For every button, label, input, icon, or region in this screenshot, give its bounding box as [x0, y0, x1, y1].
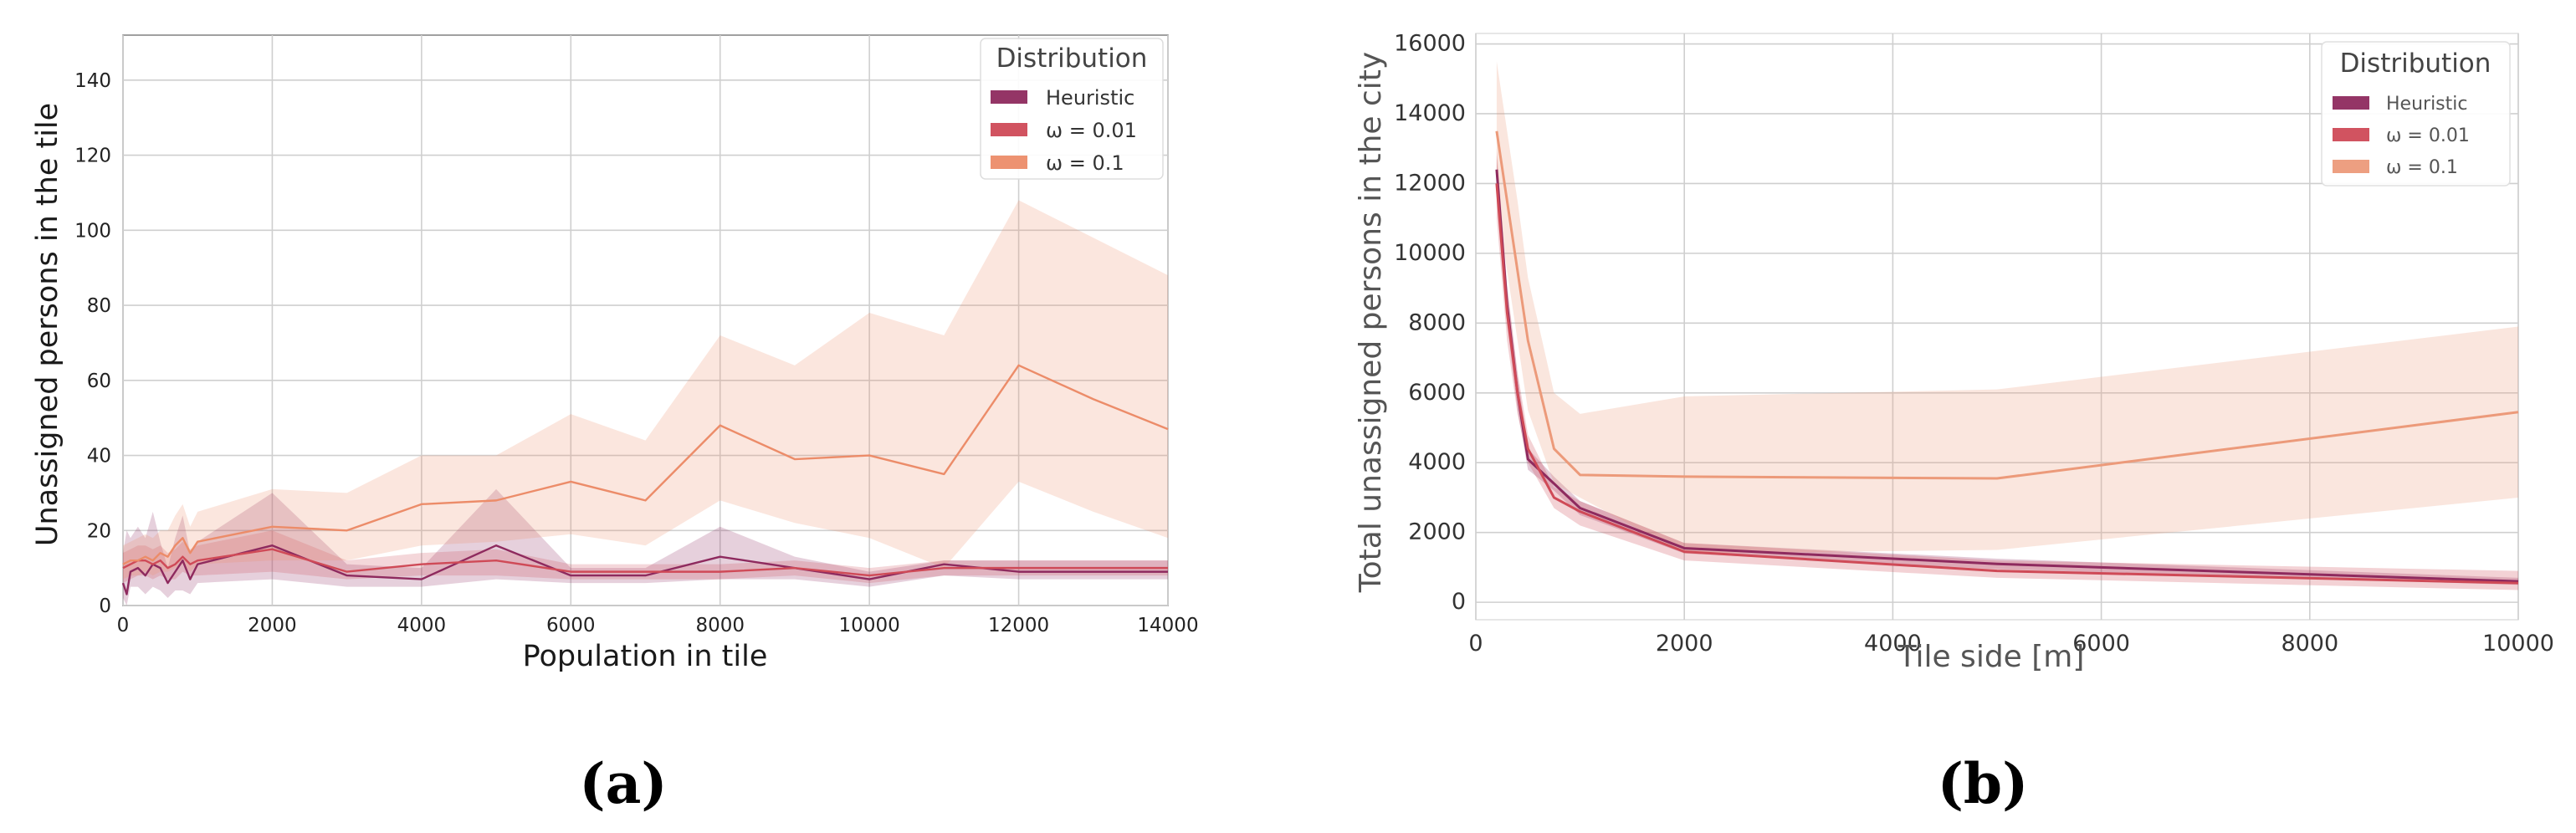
b-y-tick-8000: 8000 [1408, 309, 1466, 335]
panel-a-legend-title: Distribution [996, 43, 1148, 74]
b-line-series-1 [1495, 183, 2519, 585]
a-band-series-2 [123, 200, 1168, 580]
panel-b-legend-swatch-omega-001 [2333, 128, 2369, 141]
b-y-tick-12000: 12000 [1394, 170, 1466, 196]
a-y-tick-20: 20 [87, 520, 111, 542]
a-x-tick-10000: 10000 [839, 615, 900, 636]
panel-b-chart: 0 2000 4000 6000 8000 10000 0 2000 4000 6000 8000… [1354, 31, 2554, 816]
panel-a-y-axis-label: Unassigned persons in the tile [31, 103, 64, 546]
b-y-tick-14000: 14000 [1394, 100, 1466, 126]
panel-a-series-lines [121, 364, 1169, 595]
panel-b-legend: Distribution Heuristic ω = 0.01 ω = 0.1 [2321, 41, 2511, 187]
panel-b-legend-box [2321, 41, 2511, 187]
panel-a-y-tick-labels: 0 20 40 60 80 100 120 140 [74, 70, 111, 617]
a-line-series-1 [122, 548, 1168, 577]
a-line-series-2 [122, 364, 1169, 565]
panel-a-legend-swatch-omega-001 [991, 123, 1027, 136]
panel-a-legend-label-omega-01: ω = 0.1 [1046, 151, 1124, 175]
a-y-tick-0: 0 [99, 595, 111, 617]
panel-a-legend-label-omega-001: ω = 0.01 [1046, 119, 1137, 142]
b-x-tick-10000: 10000 [2482, 631, 2554, 657]
panel-a-legend-swatch-omega-01 [991, 156, 1027, 169]
b-x-tick-2000: 2000 [1656, 631, 1713, 657]
b-x-tick-0: 0 [1468, 631, 1483, 657]
panel-a-label: (a) [579, 751, 667, 816]
a-y-tick-80: 80 [87, 295, 111, 317]
panel-b-y-tick-labels: 0 2000 4000 6000 8000 10000 12000 14000 16000 [1394, 31, 1466, 616]
a-x-tick-2000: 2000 [248, 615, 297, 636]
panel-b-legend-label-omega-001: ω = 0.01 [2386, 125, 2470, 146]
panel-a-grid [122, 35, 1169, 606]
panel-b-legend-swatch-heuristic [2333, 96, 2369, 110]
a-x-tick-14000: 14000 [1137, 615, 1198, 636]
panel-b-legend-title: Distribution [2340, 49, 2491, 79]
panel-b-y-axis-label: Total unassigned persons in the city [1354, 52, 1388, 593]
panel-a-legend-swatch-heuristic [991, 90, 1027, 104]
a-line-series-0 [121, 544, 1168, 595]
a-x-tick-4000: 4000 [397, 615, 447, 636]
a-y-tick-100: 100 [74, 220, 111, 242]
panel-b-legend-label-heuristic: Heuristic [2386, 94, 2467, 115]
b-x-tick-6000: 6000 [2072, 631, 2130, 657]
panel-b-series-lines [1495, 130, 2519, 585]
b-line-series-2 [1495, 130, 2519, 480]
b-y-tick-10000: 10000 [1394, 240, 1466, 266]
panel-b-label: (b) [1938, 751, 2029, 816]
a-band-series-1 [123, 530, 1168, 584]
b-x-tick-4000: 4000 [1864, 631, 1922, 657]
a-x-tick-12000: 12000 [988, 615, 1049, 636]
a-x-tick-8000: 8000 [695, 615, 745, 636]
panel-a-legend-box [980, 38, 1164, 180]
a-y-tick-40: 40 [87, 446, 111, 468]
b-y-tick-6000: 6000 [1408, 380, 1466, 406]
a-y-tick-120: 120 [74, 146, 111, 167]
a-x-tick-0: 0 [117, 615, 130, 636]
panel-b-legend-label-omega-01: ω = 0.1 [2386, 157, 2458, 178]
panel-b-legend-swatch-omega-01 [2333, 160, 2369, 173]
panel-a-legend-label-heuristic: Heuristic [1046, 86, 1134, 110]
b-band-series-2 [1496, 61, 2518, 554]
a-y-tick-140: 140 [74, 70, 111, 92]
panel-b-confidence-bands [1496, 61, 2518, 590]
panel-a-chart: 0 2000 4000 6000 8000 10000 12000 14000 0 20 40 60… [31, 34, 1199, 816]
b-y-tick-4000: 4000 [1408, 449, 1466, 475]
b-y-tick-0: 0 [1452, 589, 1466, 615]
panel-a-x-axis-label: Population in tile [523, 640, 768, 673]
panel-b-x-axis-label: Tile side [m] [1897, 640, 2085, 674]
b-y-tick-16000: 16000 [1394, 31, 1466, 57]
panel-b-x-tick-labels: 0 2000 4000 6000 8000 10000 [1468, 631, 2554, 657]
panel-a-legend: Distribution Heuristic ω = 0.01 ω = 0.1 [980, 38, 1164, 180]
b-y-tick-2000: 2000 [1408, 519, 1466, 545]
panel-a-x-tick-labels: 0 2000 4000 6000 8000 10000 12000 14000 [117, 615, 1199, 636]
a-y-tick-60: 60 [87, 371, 111, 392]
a-x-tick-6000: 6000 [546, 615, 596, 636]
b-x-tick-8000: 8000 [2281, 631, 2338, 657]
